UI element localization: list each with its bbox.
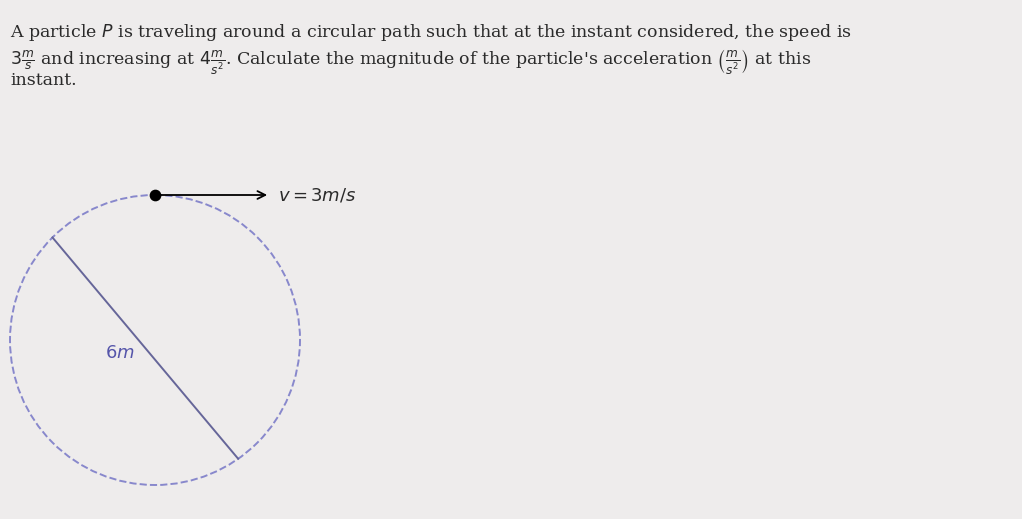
Text: $6m$: $6m$ <box>105 344 135 362</box>
Text: $v = 3m/s$: $v = 3m/s$ <box>278 186 357 204</box>
Text: $3\frac{m}{s}$ and increasing at $4\frac{m}{s^2}$. Calculate the magnitude of th: $3\frac{m}{s}$ and increasing at $4\frac… <box>10 47 811 76</box>
Text: instant.: instant. <box>10 72 77 89</box>
Text: A particle $P$ is traveling around a circular path such that at the instant cons: A particle $P$ is traveling around a cir… <box>10 22 851 43</box>
Point <box>147 191 164 199</box>
